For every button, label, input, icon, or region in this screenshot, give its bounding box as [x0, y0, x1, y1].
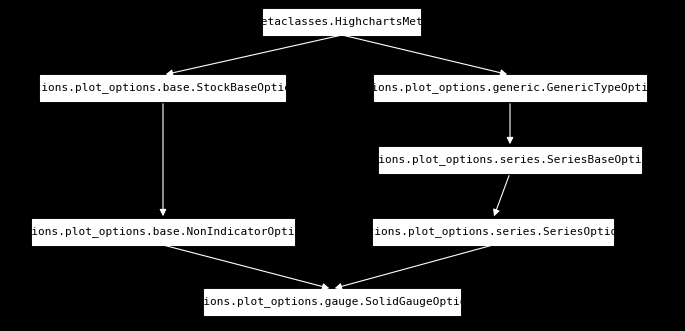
Text: metaclasses.HighchartsMeta: metaclasses.HighchartsMeta: [254, 17, 429, 27]
FancyBboxPatch shape: [373, 219, 613, 245]
FancyBboxPatch shape: [374, 75, 646, 101]
FancyBboxPatch shape: [40, 75, 286, 101]
Text: options.plot_options.generic.GenericTypeOptions: options.plot_options.generic.GenericType…: [351, 82, 669, 93]
FancyBboxPatch shape: [32, 219, 294, 245]
Text: options.plot_options.series.SeriesBaseOptions: options.plot_options.series.SeriesBaseOp…: [358, 155, 662, 166]
Text: options.plot_options.gauge.SolidGaugeOptions: options.plot_options.gauge.SolidGaugeOpt…: [184, 297, 480, 307]
FancyBboxPatch shape: [264, 9, 421, 35]
Text: options.plot_options.series.SeriesOptions: options.plot_options.series.SeriesOption…: [355, 226, 632, 237]
FancyBboxPatch shape: [204, 289, 460, 315]
Text: options.plot_options.base.StockBaseOptions: options.plot_options.base.StockBaseOptio…: [21, 82, 305, 93]
Text: options.plot_options.base.NonIndicatorOptions: options.plot_options.base.NonIndicatorOp…: [11, 226, 315, 237]
FancyBboxPatch shape: [379, 147, 640, 173]
